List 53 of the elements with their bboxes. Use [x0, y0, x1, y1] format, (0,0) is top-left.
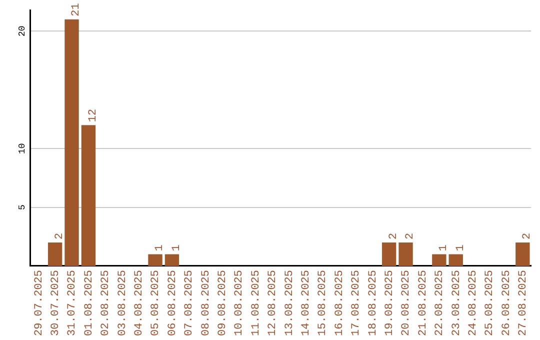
x-tick-label: 12.08.2025: [267, 270, 280, 336]
x-tick-label: 31.07.2025: [66, 270, 79, 336]
x-tick-label: 19.08.2025: [384, 270, 396, 336]
bar: [164, 254, 180, 266]
x-tick-label: 30.07.2025: [50, 270, 62, 336]
x-tick-label: 08.08.2025: [200, 270, 212, 336]
data-label: 1: [454, 244, 467, 252]
x-tick-label: 11.08.2025: [250, 270, 262, 336]
x-tick-label: 01.08.2025: [83, 270, 96, 336]
data-label: 1: [154, 244, 166, 252]
data-label: 12: [87, 108, 100, 122]
x-tick-label: 06.08.2025: [166, 270, 179, 336]
data-label: 2: [54, 232, 66, 240]
bar: [81, 125, 96, 266]
data-label: 2: [404, 232, 417, 240]
x-tick-label: 02.08.2025: [100, 270, 112, 336]
x-tick-label: 14.08.2025: [300, 270, 312, 336]
bar: [148, 254, 162, 266]
data-label: 21: [70, 2, 83, 16]
y-tick-label: 10: [17, 143, 28, 154]
x-tick-label: 10.08.2025: [234, 270, 246, 336]
data-label: 2: [522, 232, 534, 240]
x-tick-label: 23.08.2025: [450, 270, 463, 336]
data-label: 2: [388, 232, 400, 240]
x-tick-label: 05.08.2025: [150, 270, 162, 336]
x-tick-label: 21.08.2025: [417, 270, 430, 336]
x-tick-label: 09.08.2025: [216, 270, 229, 336]
x-tick-label: 03.08.2025: [116, 270, 129, 336]
x-tick-label: 22.08.2025: [434, 270, 446, 336]
bar: [382, 242, 396, 266]
x-tick-label: 07.08.2025: [184, 270, 196, 336]
x-tick-label: 29.07.2025: [33, 270, 46, 336]
y-tick-label: 5: [17, 204, 28, 210]
x-tick-label: 04.08.2025: [133, 270, 146, 336]
bar: [432, 254, 446, 266]
x-tick-label: 17.08.2025: [350, 270, 363, 336]
bar: [448, 254, 463, 266]
x-tick-label: 24.08.2025: [467, 270, 480, 336]
x-tick-label: 25.08.2025: [484, 270, 496, 336]
data-label: 1: [170, 244, 183, 252]
x-tick-label: 15.08.2025: [317, 270, 330, 336]
x-tick-label: 27.08.2025: [518, 270, 530, 336]
x-tick-label: 26.08.2025: [500, 270, 513, 336]
x-tick-label: 18.08.2025: [367, 270, 380, 336]
data-label: 1: [438, 244, 450, 252]
x-tick-label: 16.08.2025: [334, 270, 346, 336]
x-tick-label: 20.08.2025: [400, 270, 413, 336]
bar: [64, 19, 79, 266]
bar: [516, 242, 530, 266]
y-tick-label: 20: [17, 26, 28, 37]
bar: [398, 242, 413, 266]
bar: [48, 242, 62, 266]
x-tick-label: 13.08.2025: [284, 270, 296, 336]
